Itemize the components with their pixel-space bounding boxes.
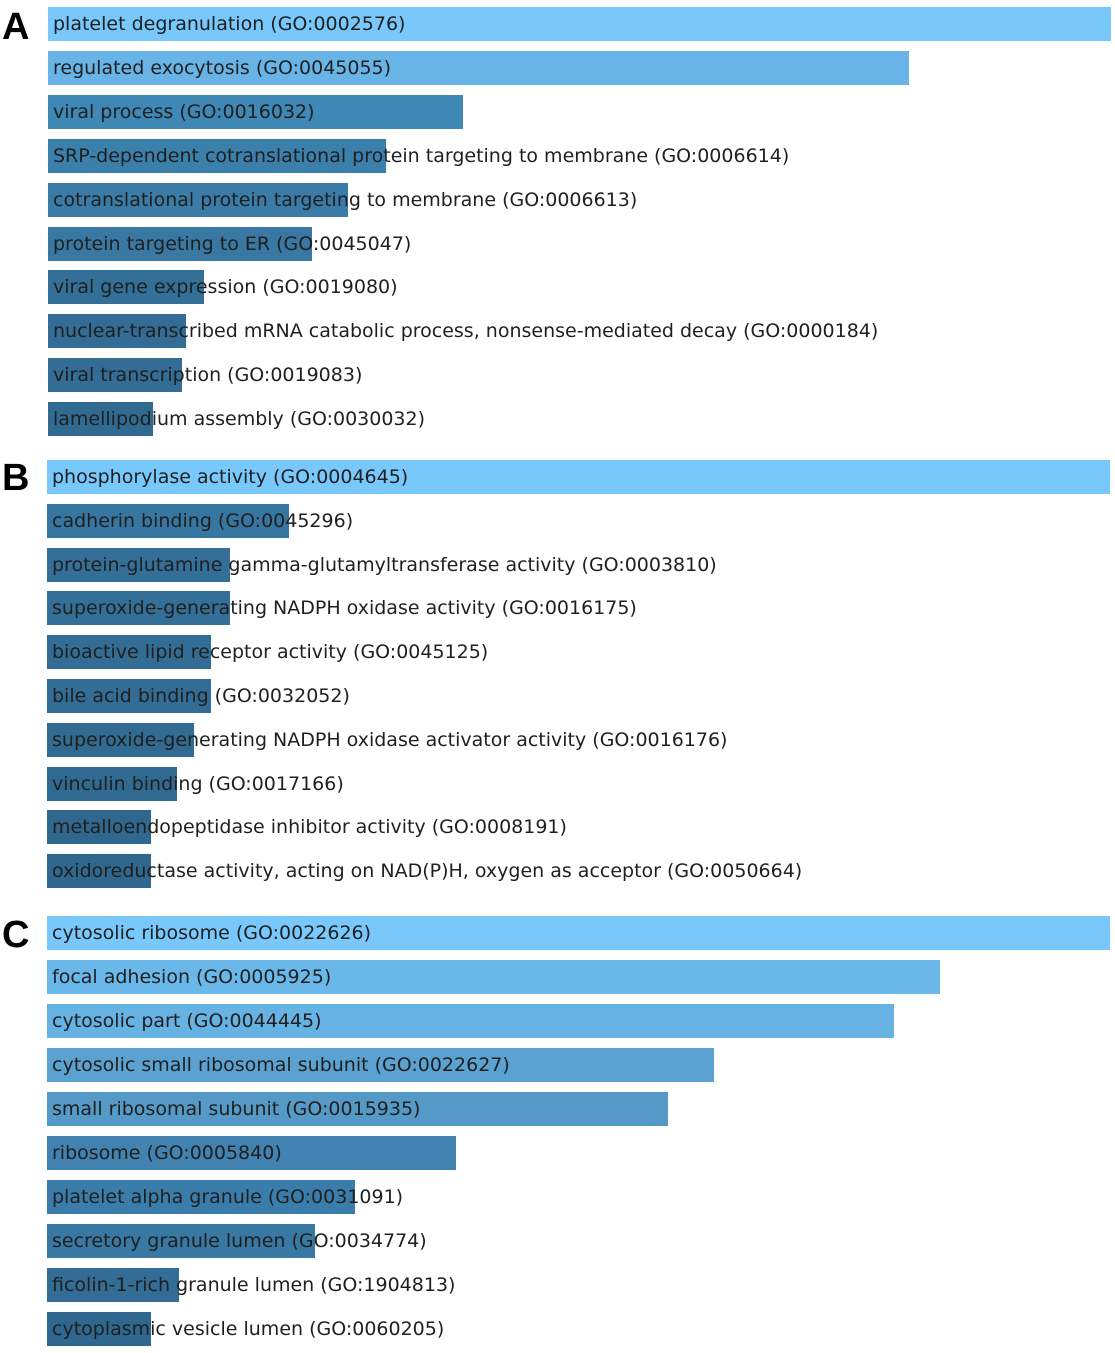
bar-c-10 bbox=[47, 1312, 151, 1346]
bar-a-9 bbox=[48, 358, 182, 392]
bar-label-c-9: ficolin-1-rich granule lumen (GO:1904813… bbox=[52, 1274, 456, 1296]
bar-b-2 bbox=[47, 504, 289, 538]
panel-letter-c: C bbox=[2, 914, 30, 956]
bar-a-8 bbox=[48, 314, 186, 348]
bar-label-c-4: cytosolic small ribosomal subunit (GO:00… bbox=[52, 1054, 510, 1076]
bar-label-b-6: bile acid binding (GO:0032052) bbox=[52, 685, 350, 707]
bar-label-b-4: superoxide-generating NADPH oxidase acti… bbox=[52, 597, 637, 619]
bar-label-c-1: cytosolic ribosome (GO:0022626) bbox=[52, 922, 372, 944]
bar-label-c-2: focal adhesion (GO:0005925) bbox=[52, 966, 332, 988]
bar-a-1 bbox=[48, 7, 1111, 41]
bar-label-b-9: metalloendopeptidase inhibitor activity … bbox=[52, 816, 567, 838]
bar-label-a-9: viral transcription (GO:0019083) bbox=[53, 364, 363, 386]
bar-c-8 bbox=[47, 1224, 315, 1258]
bar-label-a-1: platelet degranulation (GO:0002576) bbox=[53, 13, 406, 35]
bar-a-5 bbox=[48, 183, 348, 217]
bar-c-5 bbox=[47, 1092, 668, 1126]
bar-b-8 bbox=[47, 767, 177, 801]
bar-label-b-5: bioactive lipid receptor activity (GO:00… bbox=[52, 641, 489, 663]
bar-b-1 bbox=[47, 460, 1110, 494]
bar-b-3 bbox=[47, 548, 230, 582]
bar-label-b-3: protein-glutamine gamma-glutamyltransfer… bbox=[52, 554, 717, 576]
bar-label-a-4: SRP-dependent cotranslational protein ta… bbox=[53, 145, 790, 167]
bar-b-10 bbox=[47, 854, 151, 888]
bar-a-4 bbox=[48, 139, 386, 173]
bar-label-b-2: cadherin binding (GO:0045296) bbox=[52, 510, 354, 532]
bar-label-b-7: superoxide-generating NADPH oxidase acti… bbox=[52, 729, 728, 751]
bar-a-6 bbox=[48, 227, 312, 261]
panel-letter-a: A bbox=[2, 6, 30, 48]
bar-c-1 bbox=[47, 916, 1110, 950]
bar-label-a-8: nuclear-transcribed mRNA catabolic proce… bbox=[53, 320, 879, 342]
bar-label-c-7: platelet alpha granule (GO:0031091) bbox=[52, 1186, 404, 1208]
bar-b-7 bbox=[47, 723, 194, 757]
bar-c-6 bbox=[47, 1136, 456, 1170]
bar-b-6 bbox=[47, 679, 211, 713]
bar-label-c-8: secretory granule lumen (GO:0034774) bbox=[52, 1230, 427, 1252]
bar-a-3 bbox=[48, 95, 463, 129]
bar-label-a-10: lamellipodium assembly (GO:0030032) bbox=[53, 408, 426, 430]
bar-label-a-6: protein targeting to ER (GO:0045047) bbox=[53, 233, 412, 255]
bar-c-3 bbox=[47, 1004, 894, 1038]
bar-b-5 bbox=[47, 635, 211, 669]
bar-a-10 bbox=[48, 402, 153, 436]
bar-c-4 bbox=[47, 1048, 714, 1082]
bar-label-c-10: cytoplasmic vesicle lumen (GO:0060205) bbox=[52, 1318, 445, 1340]
bar-label-c-6: ribosome (GO:0005840) bbox=[52, 1142, 282, 1164]
bar-label-a-7: viral gene expression (GO:0019080) bbox=[53, 276, 398, 298]
bar-b-9 bbox=[47, 810, 151, 844]
bar-c-2 bbox=[47, 960, 940, 994]
bar-a-2 bbox=[48, 51, 909, 85]
bar-label-b-8: vinculin binding (GO:0017166) bbox=[52, 773, 344, 795]
bar-label-b-1: phosphorylase activity (GO:0004645) bbox=[52, 466, 409, 488]
bar-label-b-10: oxidoreductase activity, acting on NAD(P… bbox=[52, 860, 803, 882]
bar-label-a-5: cotranslational protein targeting to mem… bbox=[53, 189, 638, 211]
bar-label-a-3: viral process (GO:0016032) bbox=[53, 101, 315, 123]
bar-b-4 bbox=[47, 591, 230, 625]
panel-letter-b: B bbox=[2, 457, 30, 499]
bar-label-c-5: small ribosomal subunit (GO:0015935) bbox=[52, 1098, 421, 1120]
bar-a-7 bbox=[48, 270, 204, 304]
bar-label-a-2: regulated exocytosis (GO:0045055) bbox=[53, 57, 392, 79]
bar-c-7 bbox=[47, 1180, 355, 1214]
bar-label-c-3: cytosolic part (GO:0044445) bbox=[52, 1010, 322, 1032]
bar-c-9 bbox=[47, 1268, 179, 1302]
